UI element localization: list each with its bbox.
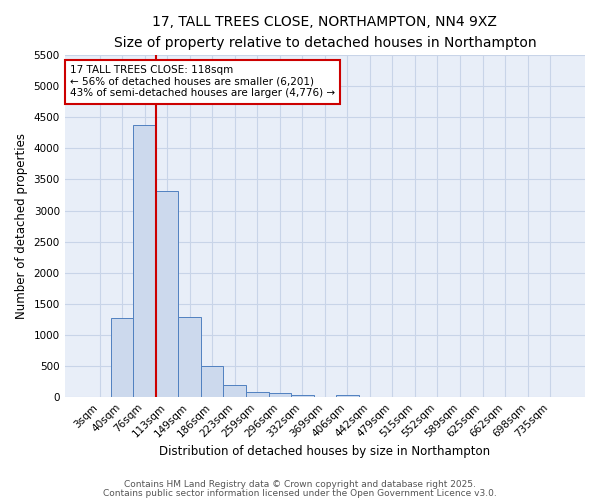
Text: 17 TALL TREES CLOSE: 118sqm
← 56% of detached houses are smaller (6,201)
43% of : 17 TALL TREES CLOSE: 118sqm ← 56% of det… [70, 65, 335, 98]
Text: Contains public sector information licensed under the Open Government Licence v3: Contains public sector information licen… [103, 489, 497, 498]
Bar [133, 126, 156, 397]
Y-axis label: Number of detached properties: Number of detached properties [15, 133, 28, 319]
Bar [291, 396, 314, 397]
Title: 17, TALL TREES CLOSE, NORTHAMPTON, NN4 9XZ
Size of property relative to detached: 17, TALL TREES CLOSE, NORTHAMPTON, NN4 9… [113, 15, 536, 50]
Bar [178, 317, 201, 397]
Bar [223, 385, 246, 397]
Bar [156, 190, 178, 397]
Text: Contains HM Land Registry data © Crown copyright and database right 2025.: Contains HM Land Registry data © Crown c… [124, 480, 476, 489]
Bar [201, 366, 223, 397]
X-axis label: Distribution of detached houses by size in Northampton: Distribution of detached houses by size … [159, 444, 490, 458]
Bar [336, 394, 359, 397]
Bar [246, 392, 269, 397]
Bar [269, 394, 291, 397]
Bar [111, 318, 133, 397]
